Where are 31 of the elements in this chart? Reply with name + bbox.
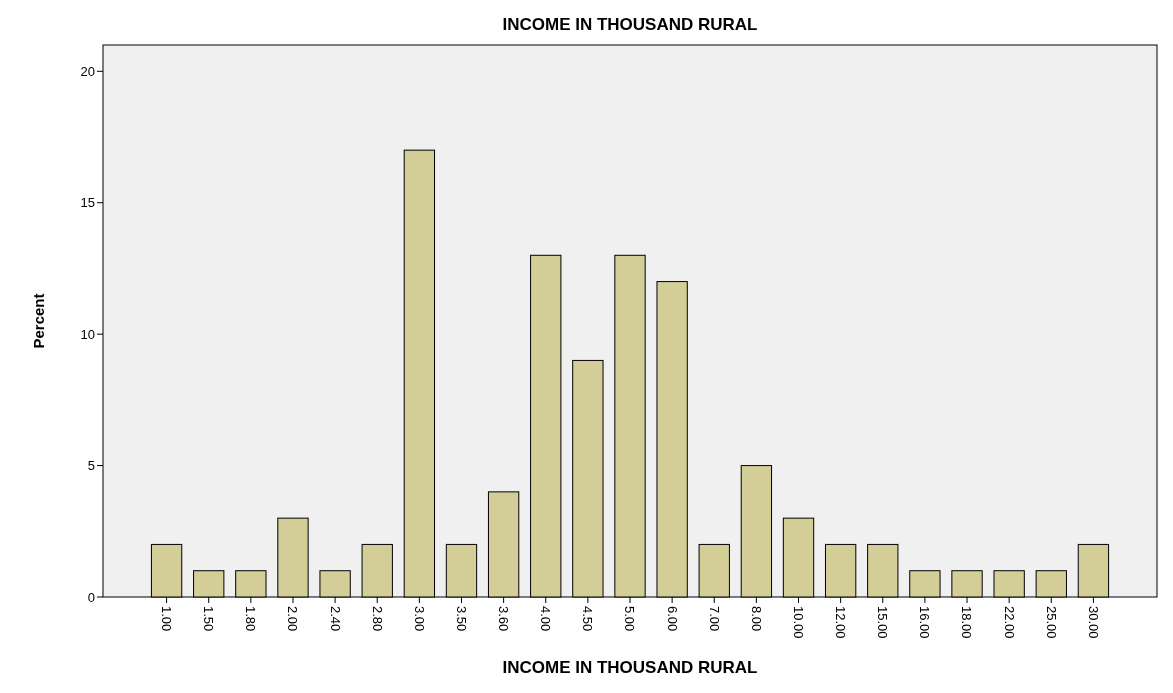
x-tick-label: 4.50 xyxy=(580,606,596,632)
x-tick-label: 3.60 xyxy=(496,606,512,632)
x-tick-label: 3.50 xyxy=(453,606,469,632)
x-tick-label: 1.50 xyxy=(201,606,217,632)
x-tick-label: 2.00 xyxy=(285,606,301,632)
x-tick-label: 3.00 xyxy=(411,606,427,632)
x-tick-label: 18.00 xyxy=(959,606,975,639)
y-axis-title: Percent xyxy=(30,293,47,349)
x-axis-title: INCOME IN THOUSAND RURAL xyxy=(502,658,758,677)
y-tick-label: 10 xyxy=(80,326,95,342)
x-tick-label: 6.00 xyxy=(664,606,680,632)
x-tick-label: 1.00 xyxy=(159,606,175,632)
x-tick-label: 25.00 xyxy=(1043,606,1059,639)
x-tick-label: 5.00 xyxy=(622,606,638,632)
x-tick-label: 12.00 xyxy=(833,606,849,639)
x-tick-label: 2.80 xyxy=(369,606,385,632)
x-tick-label: 8.00 xyxy=(748,606,764,632)
y-tick-label: 15 xyxy=(80,195,95,211)
x-tick-label: 7.00 xyxy=(706,606,722,632)
x-tick-label: 16.00 xyxy=(917,606,933,639)
chart-title: INCOME IN THOUSAND RURAL xyxy=(502,15,758,34)
y-tick-label: 5 xyxy=(87,458,95,474)
x-tick-label: 1.80 xyxy=(243,606,259,632)
y-tick-label: 0 xyxy=(87,589,95,605)
x-tick-label: 15.00 xyxy=(875,606,891,639)
x-tick-label: 10.00 xyxy=(790,606,806,639)
x-tick-label: 4.00 xyxy=(538,606,554,632)
x-tick-label: 22.00 xyxy=(1001,606,1017,639)
y-tick-label: 20 xyxy=(80,63,95,79)
x-tick-label: 2.40 xyxy=(327,606,343,632)
x-tick-label: 30.00 xyxy=(1085,606,1101,639)
